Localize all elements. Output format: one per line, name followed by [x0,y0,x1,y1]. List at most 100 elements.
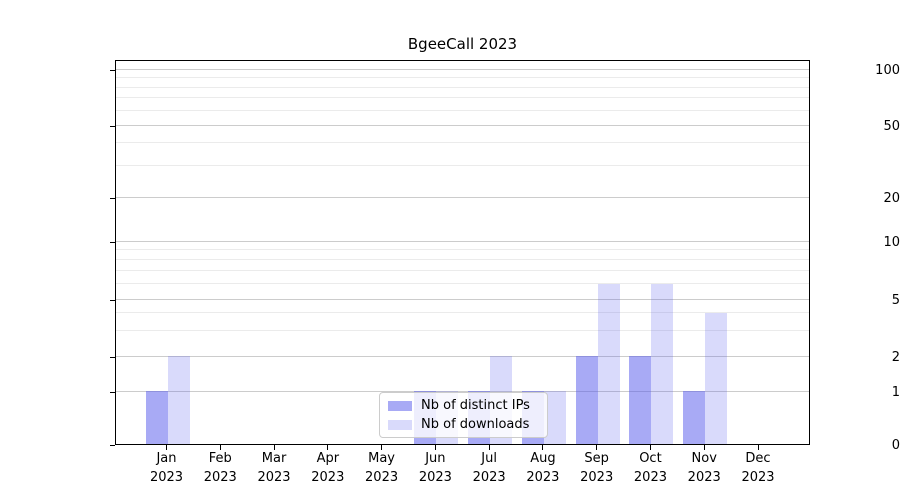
x-tick-month: Feb [208,451,232,466]
x-tick-month: Apr [316,451,340,466]
x-tick-month: Sep [584,451,609,466]
y-minor-gridline [116,109,809,111]
x-tick-year: 2023 [418,470,452,485]
y-tick-mark [110,125,115,127]
y-tick-label-20: 20 [883,190,900,206]
y-major-gridline [116,68,809,70]
x-tick-mark [649,445,651,450]
y-tick-label-100: 100 [875,62,900,78]
x-tick-month: Aug [530,451,556,466]
x-tick-year: 2023 [257,470,291,485]
x-tick-label-aug: Aug 2023 [511,449,575,487]
legend-swatch-downloads [388,419,412,430]
y-minor-gridline [116,142,809,144]
y-minor-gridline [116,270,809,272]
y-major-gridline [116,124,809,126]
y-minor-gridline [116,330,809,332]
x-tick-mark [219,445,221,450]
y-tick-label-1: 1 [891,384,900,400]
y-tick-label-0: 0 [891,437,900,453]
legend-swatch-distinct-ips [388,400,412,411]
x-tick-label-nov: Nov 2023 [672,449,736,487]
x-tick-month: Jun [425,451,446,466]
x-tick-label-may: May 2023 [350,449,414,487]
x-tick-label-sep: Sep 2023 [565,449,629,487]
legend-label-distinct-ips: Nb of distinct IPs [421,398,530,413]
x-tick-mark [273,445,275,450]
x-tick-month: Mar [261,451,287,466]
x-tick-label-feb: Feb 2023 [188,449,252,487]
y-tick-mark [110,444,115,446]
y-tick-label-10: 10 [883,234,900,250]
x-tick-year: 2023 [633,470,667,485]
x-tick-month: Oct [639,451,662,466]
y-minor-gridline [116,164,809,166]
bar-distinct-ips-jan [145,391,168,444]
legend-entry-downloads: Nb of downloads [388,417,539,432]
x-tick-label-jul: Jul 2023 [457,449,521,487]
x-tick-mark [703,445,705,450]
y-major-gridline [116,196,809,198]
bar-distinct-ips-sep [575,356,598,444]
bar-downloads-oct [651,283,674,444]
x-tick-mark [381,445,383,450]
y-minor-gridline [116,283,809,285]
x-tick-year: 2023 [472,470,506,485]
y-minor-gridline [116,249,809,251]
x-tick-label-mar: Mar 2023 [242,449,306,487]
y-tick-mark [110,241,115,243]
y-minor-gridline [116,312,809,314]
y-tick-mark [110,69,115,71]
y-major-gridline [116,355,809,357]
x-tick-month: May [368,451,396,466]
x-tick-year: 2023 [149,470,184,485]
bar-downloads-aug [543,391,566,444]
y-tick-mark [110,197,115,199]
y-minor-gridline [116,77,809,79]
y-tick-mark [110,299,115,301]
bar-distinct-ips-nov [683,391,706,444]
y-tick-label-5: 5 [891,292,900,308]
y-tick-mark [110,356,115,358]
legend: Nb of distinct IPs Nb of downloads [379,392,548,438]
x-tick-label-jun: Jun 2023 [403,449,467,487]
x-tick-mark [327,445,329,450]
x-tick-month: Jul [481,451,497,466]
x-tick-year: 2023 [203,470,237,485]
legend-entry-distinct-ips: Nb of distinct IPs [388,398,539,413]
x-tick-year: 2023 [741,470,775,485]
y-minor-gridline [116,86,809,88]
x-tick-mark [166,445,167,450]
x-tick-label-jan: Jan 2023 [135,449,199,487]
x-tick-month: Jan [156,451,177,466]
y-tick-mark [110,391,115,393]
y-tick-label-50: 50 [883,118,900,134]
x-tick-mark [596,445,598,450]
legend-label-downloads: Nb of downloads [421,417,530,432]
y-major-gridline [116,240,809,242]
plot-area: Nb of distinct IPs Nb of downloads [115,60,810,445]
x-tick-label-dec: Dec 2023 [726,449,790,487]
x-tick-mark [542,445,544,450]
bar-downloads-sep [597,283,620,444]
y-minor-gridline [116,259,809,261]
x-tick-label-oct: Oct 2023 [618,449,682,487]
y-tick-label-2: 2 [891,349,900,365]
chart-title: BgeeCall 2023 [407,35,518,53]
x-tick-year: 2023 [580,470,614,485]
x-tick-mark [757,445,759,450]
x-tick-year: 2023 [687,470,721,485]
x-tick-mark [434,445,436,450]
x-tick-year: 2023 [526,470,560,485]
x-tick-month: Dec [745,451,771,466]
x-tick-month: Nov [691,451,717,466]
bar-distinct-ips-oct [629,356,652,444]
x-tick-year: 2023 [311,470,345,485]
bar-downloads-nov [705,312,728,444]
x-tick-label-apr: Apr 2023 [296,449,360,487]
x-tick-mark [488,445,490,450]
y-minor-gridline [116,97,809,99]
y-major-gridline [116,298,809,300]
y-major-gridline [116,390,809,392]
